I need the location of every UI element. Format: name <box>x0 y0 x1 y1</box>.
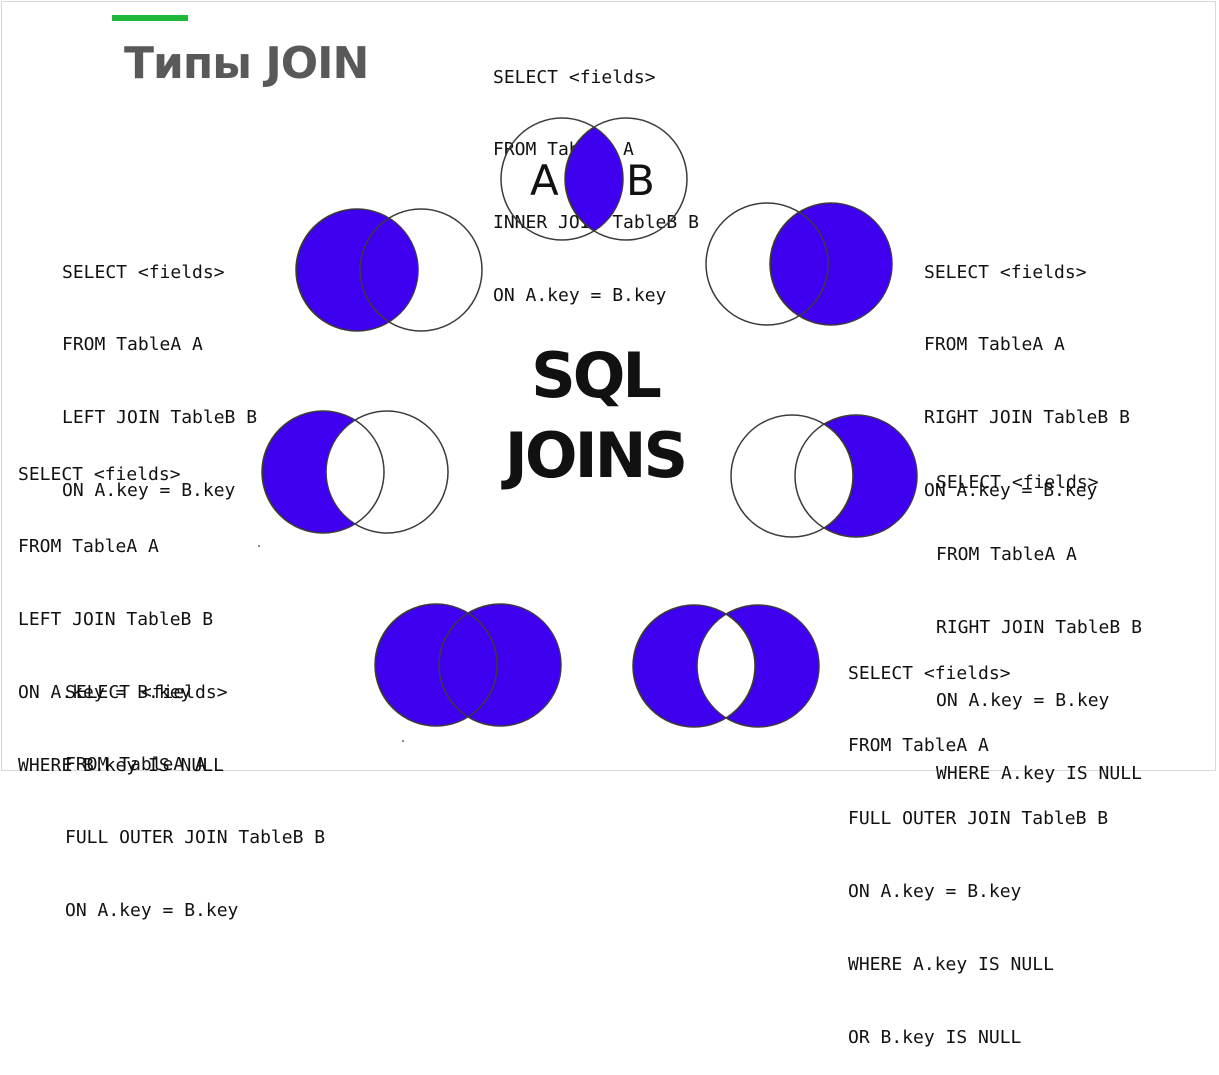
query-line: ON A.key = B.key <box>924 480 1098 502</box>
full-outer-excluding-join-venn <box>632 604 820 728</box>
query-line: ON A.key = B.key <box>18 682 192 704</box>
venn-fill-intersection <box>565 118 623 240</box>
left-join-query: SELECT <fields> FROM TableA A LEFT JOIN … <box>62 212 257 528</box>
full-outer-join-query: SELECT <fields> FROM TableA A FULL OUTER… <box>65 632 325 948</box>
query-line: LEFT JOIN TableB B <box>18 609 214 631</box>
right-join-venn <box>705 202 893 326</box>
query-line: FROM TableA A <box>924 334 1065 356</box>
query-line: ON A.key = B.key <box>62 480 236 502</box>
venn-label-a: A <box>530 156 559 205</box>
query-line: SELECT <fields> <box>62 261 225 283</box>
query-line: FROM TableA A <box>18 536 159 558</box>
venn-fill-right-only <box>795 415 917 537</box>
query-line: RIGHT JOIN TableB B <box>924 407 1130 429</box>
query-line: SELECT <fields> <box>493 66 656 88</box>
slide-frame <box>1 1 1216 771</box>
query-line: FROM TableA A <box>62 334 203 356</box>
query-line: SELECT <fields> <box>18 463 181 485</box>
venn-fill-right <box>770 203 892 325</box>
venn-label-b: B <box>626 156 655 205</box>
center-title-line-2: JOINS <box>504 419 688 492</box>
query-line: FULL OUTER JOIN TableB B <box>848 808 1109 830</box>
right-excluding-join-venn <box>730 414 918 538</box>
query-line: FROM TableA A <box>936 544 1077 566</box>
venn-circle-a <box>500 117 624 241</box>
venn-circle-a <box>295 208 419 332</box>
left-join-venn <box>295 208 483 332</box>
query-line: LEFT JOIN TableB B <box>62 407 258 429</box>
venn-circle-b <box>769 202 893 326</box>
venn-circle-b <box>438 603 562 727</box>
query-line: SELECT <fields> <box>848 662 1011 684</box>
venn-fill-b <box>439 604 561 726</box>
venn-fill-left <box>296 209 418 331</box>
venn-circle-a <box>730 414 854 538</box>
query-line: SELECT <fields> <box>936 471 1099 493</box>
query-line: ON A.key = B.key <box>848 881 1022 903</box>
venn-circle-a <box>632 604 756 728</box>
query-line: WHERE B.key IS NULL <box>18 755 224 777</box>
query-line: OR B.key IS NULL <box>848 1027 1022 1049</box>
venn-empty-intersection <box>697 605 755 727</box>
venn-circle-b <box>359 208 483 332</box>
venn-circle-b <box>696 604 820 728</box>
venn-circle-b <box>325 410 449 534</box>
inner-join-venn: A B <box>500 117 688 241</box>
accent-bar <box>112 15 188 21</box>
venn-circle-a <box>261 410 385 534</box>
query-line: FULL OUTER JOIN TableB B <box>65 827 326 849</box>
query-line: ON A.key = B.key <box>936 690 1110 712</box>
stray-dot <box>258 545 260 547</box>
center-title-line-1: SQL <box>531 339 662 412</box>
left-excluding-join-venn <box>261 410 449 534</box>
query-line: FROM TableA A <box>848 735 989 757</box>
inner-join-query: SELECT <fields> FROM TableA A INNER JOIN… <box>493 17 699 333</box>
full-outer-join-venn <box>374 603 562 727</box>
query-line: RIGHT JOIN TableB B <box>936 617 1142 639</box>
full-outer-excluding-join-query: SELECT <fields> FROM TableA A FULL OUTER… <box>848 613 1108 1075</box>
venn-circle-a <box>705 202 829 326</box>
query-line: SELECT <fields> <box>65 681 228 703</box>
venn-circle-a <box>374 603 498 727</box>
query-line: WHERE A.key IS NULL <box>848 954 1054 976</box>
venn-fill-left-only <box>262 411 384 533</box>
right-join-query: SELECT <fields> FROM TableA A RIGHT JOIN… <box>924 212 1130 528</box>
left-excluding-join-query: SELECT <fields> FROM TableA A LEFT JOIN … <box>18 414 224 803</box>
venn-circle-b <box>794 414 918 538</box>
stray-dot <box>402 740 404 742</box>
page-title: Типы JOIN <box>124 38 369 89</box>
venn-circle-b <box>564 117 688 241</box>
query-line: ON A.key = B.key <box>65 900 239 922</box>
query-line: SELECT <fields> <box>924 261 1087 283</box>
query-line: FROM TableA A <box>65 754 206 776</box>
query-line: ON A.key = B.key <box>493 285 667 307</box>
